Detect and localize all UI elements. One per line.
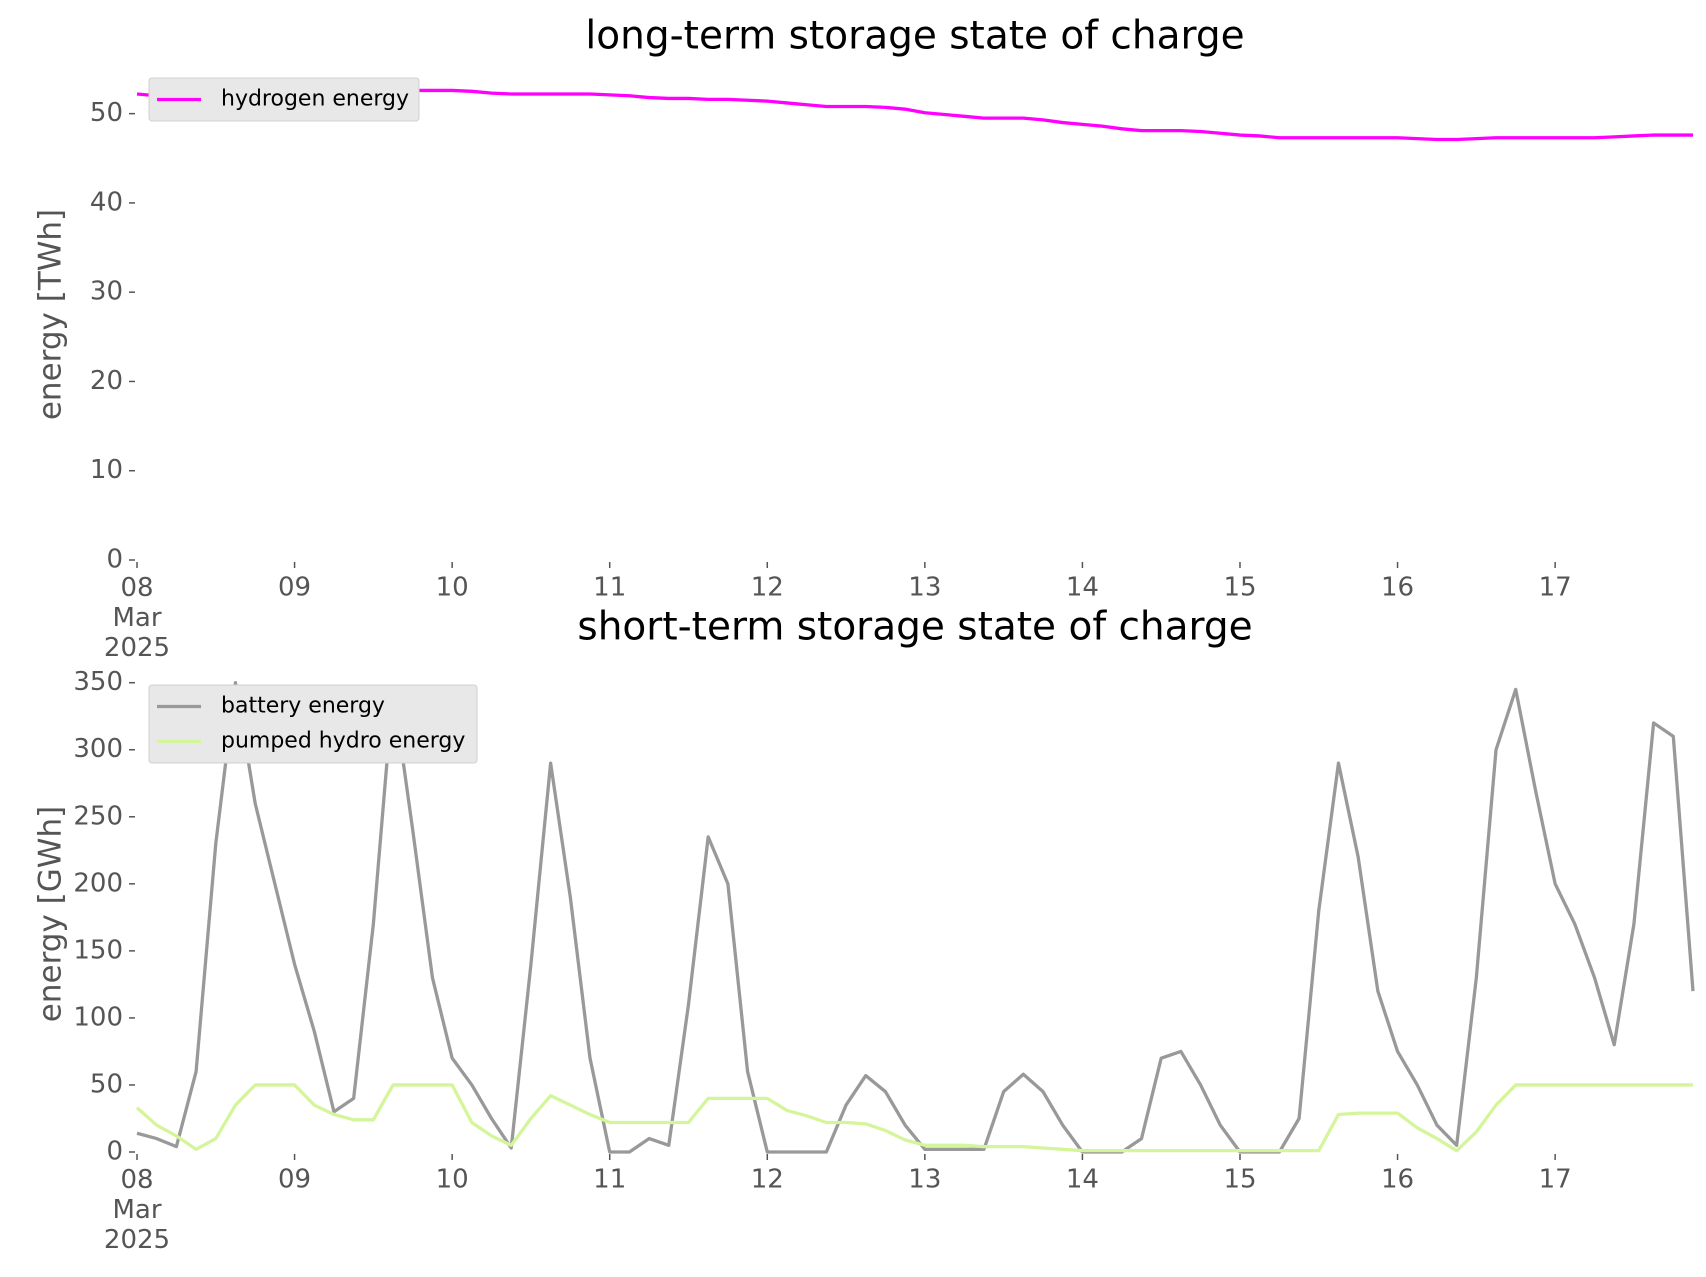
x-tick-label: 08 Mar 2025 xyxy=(104,573,170,663)
y-tick-label: 0 xyxy=(106,545,123,575)
x-tick-label: 15 xyxy=(1223,1165,1256,1195)
y-tick-label: 300 xyxy=(73,734,123,764)
y-tick-label: 50 xyxy=(90,1069,123,1099)
y-tick-label: 200 xyxy=(73,868,123,898)
y-axis-label: energy [TWh] xyxy=(33,209,69,420)
legend-box xyxy=(148,684,478,764)
x-tick-label: 17 xyxy=(1539,573,1572,603)
x-tick-label: 10 xyxy=(436,573,469,603)
y-tick-label: 50 xyxy=(90,98,123,128)
x-tick-label: 14 xyxy=(1066,573,1099,603)
y-tick-label: 250 xyxy=(73,801,123,831)
y-tick-label: 30 xyxy=(90,277,123,307)
x-tick-label: 08 Mar 2025 xyxy=(104,1165,170,1255)
legend-label: battery energy xyxy=(221,694,385,719)
chart-title: short-term storage state of charge xyxy=(577,605,1252,650)
legend-label: hydrogen energy xyxy=(221,87,409,112)
y-tick-label: 20 xyxy=(90,366,123,396)
x-tick-label: 13 xyxy=(908,1165,941,1195)
x-tick-label: 09 xyxy=(278,573,311,603)
x-tick-label: 13 xyxy=(908,573,941,603)
x-tick-label: 12 xyxy=(751,573,784,603)
x-tick-label: 16 xyxy=(1381,573,1414,603)
x-tick-label: 09 xyxy=(278,1165,311,1195)
legend-label: pumped hydro energy xyxy=(221,729,465,754)
x-tick-label: 11 xyxy=(593,1165,626,1195)
y-tick-label: 0 xyxy=(106,1137,123,1167)
x-tick-label: 10 xyxy=(436,1165,469,1195)
y-tick-label: 100 xyxy=(73,1002,123,1032)
x-tick-label: 16 xyxy=(1381,1165,1414,1195)
chart-title: long-term storage state of charge xyxy=(585,14,1244,59)
y-tick-label: 150 xyxy=(73,935,123,965)
x-tick-label: 12 xyxy=(751,1165,784,1195)
x-tick-label: 17 xyxy=(1539,1165,1572,1195)
x-tick-label: 14 xyxy=(1066,1165,1099,1195)
x-tick-label: 15 xyxy=(1223,573,1256,603)
legend-box xyxy=(148,77,420,122)
y-tick-label: 10 xyxy=(90,455,123,485)
y-tick-label: 350 xyxy=(73,667,123,697)
x-tick-label: 11 xyxy=(593,573,626,603)
y-axis-label: energy [GWh] xyxy=(33,806,69,1022)
data-line xyxy=(135,1083,1693,1153)
y-tick-label: 40 xyxy=(90,187,123,217)
